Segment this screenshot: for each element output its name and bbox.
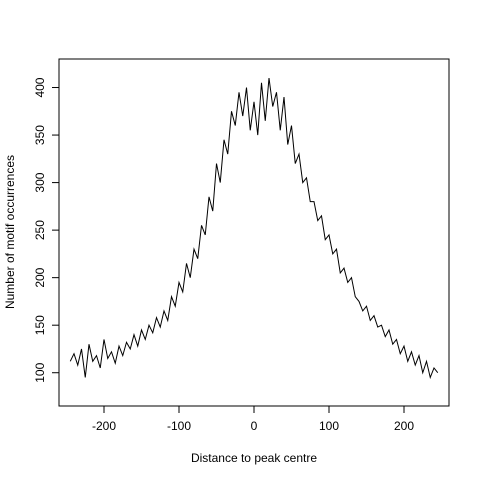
x-axis-title: Distance to peak centre <box>191 451 317 465</box>
x-tick-label: 200 <box>394 419 414 433</box>
x-axis: -200 -100 0 100 200 <box>92 405 414 433</box>
y-axis: 100 150 200 250 300 350 400 <box>33 77 60 383</box>
y-tick-label: 400 <box>33 77 47 97</box>
y-tick-label: 350 <box>33 125 47 145</box>
x-tick-label: -200 <box>92 419 116 433</box>
x-tick-label: 100 <box>319 419 339 433</box>
y-axis-title: Number of motif occurrences <box>3 155 17 309</box>
y-tick-label: 150 <box>33 315 47 335</box>
y-tick-label: 200 <box>33 267 47 287</box>
x-tick-label: 0 <box>251 419 258 433</box>
y-tick-label: 100 <box>33 362 47 382</box>
y-tick-label: 300 <box>33 172 47 192</box>
series-line <box>69 77 439 380</box>
y-tick-label: 250 <box>33 220 47 240</box>
x-tick-label: -100 <box>167 419 191 433</box>
